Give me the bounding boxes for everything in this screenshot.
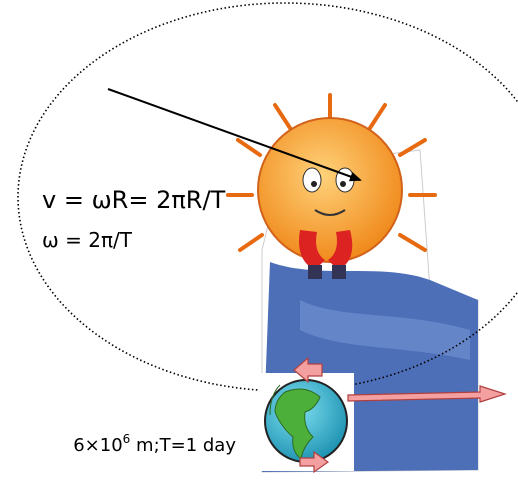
diagram: v = ωR= 2πR/T ω = 2π/T 6×106 m;T=1 day xyxy=(0,0,518,482)
caption-exponent: 6 xyxy=(123,432,131,446)
velocity-equation: v = ωR= 2πR/T xyxy=(42,186,226,214)
caption-rest: m;T=1 day xyxy=(130,435,236,456)
angular-equation: ω = 2π/T xyxy=(42,228,133,252)
caption-base: 6×10 xyxy=(73,435,122,456)
page: {"equations": {"velocity": "v = ωR= 2πR/… xyxy=(0,0,518,482)
earth-illustration xyxy=(258,373,354,471)
caption: 6×106 m;T=1 day xyxy=(73,432,236,456)
